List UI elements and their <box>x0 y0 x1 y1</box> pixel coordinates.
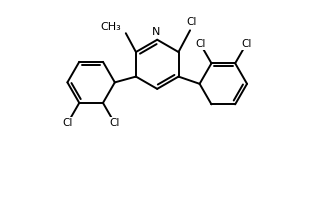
Text: Cl: Cl <box>195 39 205 49</box>
Text: CH₃: CH₃ <box>100 22 121 32</box>
Text: N: N <box>152 27 160 37</box>
Text: Cl: Cl <box>63 118 73 128</box>
Text: Cl: Cl <box>109 118 120 128</box>
Text: Cl: Cl <box>241 39 251 49</box>
Text: Cl: Cl <box>186 17 197 27</box>
